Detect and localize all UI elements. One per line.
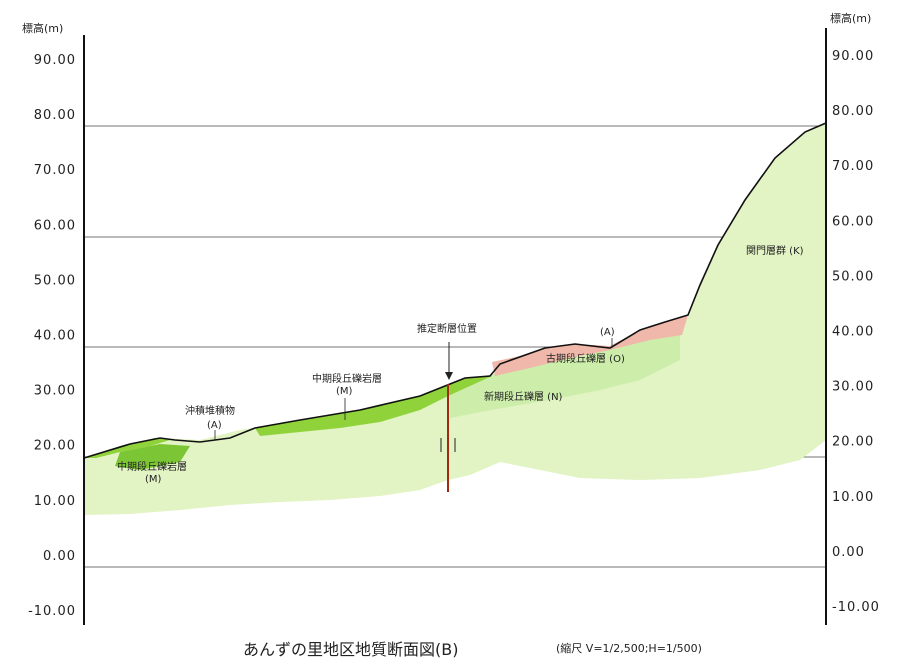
right-tick-label: 20.00 xyxy=(832,435,874,450)
left-tick-label: 10.00 xyxy=(34,494,76,509)
right-axis-title: 標高(m) xyxy=(830,11,871,25)
right-tick-label: 10.00 xyxy=(832,490,874,505)
middle-terrace-upper-code: (M) xyxy=(336,386,353,397)
figure-title: あんずの里地区地質断面図(B) xyxy=(243,640,458,659)
right-tick-label: 30.00 xyxy=(832,380,874,395)
new-terrace-label: 新期段丘礫層 (N) xyxy=(484,390,563,403)
left-tick-label: 30.00 xyxy=(34,384,76,399)
right-tick-label: 50.00 xyxy=(832,269,874,284)
kanmon-group-layer xyxy=(84,123,826,515)
left-tick-label: 80.00 xyxy=(34,108,76,123)
right-tick-label: 90.00 xyxy=(832,49,874,64)
alluvium-code: (A) xyxy=(207,420,222,431)
left-axis-title: 標高(m) xyxy=(22,21,63,35)
right-tick-label: 0.00 xyxy=(832,545,865,560)
fault-arrowhead xyxy=(445,372,453,380)
left-tick-label: 20.00 xyxy=(34,439,76,454)
middle-terrace-layer-lower xyxy=(84,438,170,458)
left-tick-label: 60.00 xyxy=(34,218,76,233)
middle-terrace-patch xyxy=(115,444,190,470)
left-tick-label: 40.00 xyxy=(34,329,76,344)
kanmon-label: 関門層群 (K) xyxy=(746,244,804,257)
right-tick-label: 60.00 xyxy=(832,214,874,229)
fault-label: 推定断層位置 xyxy=(417,322,477,335)
middle-terrace-lower-label: 中期段丘礫岩層 xyxy=(117,460,187,473)
left-tick-label: 0.00 xyxy=(43,549,76,564)
left-tick-labels: 90.00 80.00 70.00 60.00 50.00 40.00 30.00 20.00… xyxy=(28,53,76,619)
ground-surface-line xyxy=(83,122,827,459)
alluvium-label: 沖積堆積物 xyxy=(185,404,235,417)
middle-terrace-lower-code: (M) xyxy=(145,474,162,485)
left-tick-label: 90.00 xyxy=(34,53,76,68)
old-terrace-label: 古期段丘礫層 (O) xyxy=(546,352,625,365)
old-alluvium-code: (A) xyxy=(600,327,615,338)
right-tick-label: 40.00 xyxy=(832,325,874,340)
right-tick-label: 80.00 xyxy=(832,104,874,119)
middle-terrace-upper-label: 中期段丘礫岩層 xyxy=(312,372,382,385)
left-tick-label: -10.00 xyxy=(28,604,76,619)
left-tick-label: 70.00 xyxy=(34,163,76,178)
left-tick-label: 50.00 xyxy=(34,273,76,288)
right-tick-labels: 90.00 80.00 70.00 60.00 50.00 40.00 30.00 20.00… xyxy=(832,49,880,615)
right-tick-label: -10.00 xyxy=(832,600,880,615)
new-terrace-layer xyxy=(450,333,680,418)
scale-note: (縮尺 V=1/2,500;H=1/500) xyxy=(556,641,702,655)
right-tick-label: 70.00 xyxy=(832,159,874,174)
